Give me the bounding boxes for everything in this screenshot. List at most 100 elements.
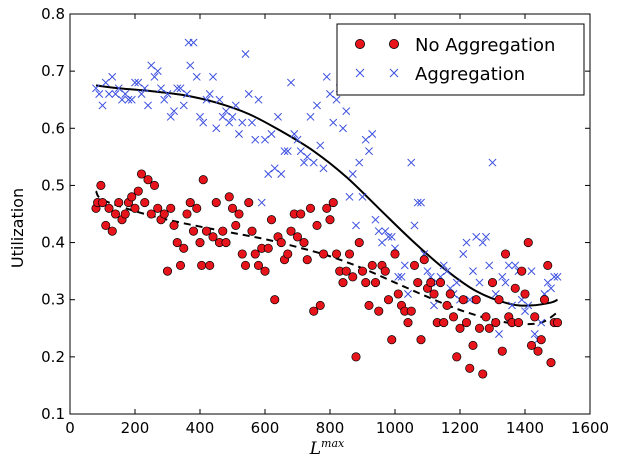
no-aggregation-point [348, 272, 358, 282]
aggregation-point [170, 107, 178, 116]
aggregation-point [430, 301, 438, 310]
aggregation-point [267, 130, 276, 138]
aggregation-point [348, 170, 357, 178]
aggregation-point [244, 90, 253, 98]
aggregation-point [407, 158, 416, 167]
aggregation-point [381, 227, 390, 236]
plot-area [91, 38, 563, 379]
x-axis-label-superscript: max [321, 437, 345, 450]
legend-marker-aggregation-1 [355, 68, 365, 78]
x-tick-label: 1200 [441, 419, 479, 437]
aggregation-point [257, 198, 266, 207]
aggregation-point [439, 261, 448, 270]
no-aggregation-point [510, 283, 520, 293]
no-aggregation-point [266, 215, 277, 225]
no-aggregation-point [383, 295, 394, 305]
no-aggregation-point [221, 238, 231, 248]
no-aggregation-point [208, 232, 218, 242]
aggregation-point [332, 95, 341, 104]
aggregation-point [329, 118, 338, 127]
aggregation-point [352, 221, 360, 230]
aggregation-point [199, 118, 208, 127]
aggregation-point [280, 147, 289, 156]
aggregation-point [423, 267, 432, 276]
no-aggregation-point [533, 346, 543, 356]
x-tick-label: 0 [65, 419, 75, 437]
aggregation-point [140, 84, 149, 93]
aggregation-point [222, 107, 230, 116]
no-aggregation-point [224, 192, 234, 202]
aggregation-point [205, 90, 214, 98]
x-tick-label: 400 [186, 419, 215, 437]
aggregation-point [322, 72, 331, 81]
aggregation-point [488, 158, 497, 167]
aggregation-point [371, 215, 380, 224]
aggregation-point [105, 90, 113, 98]
aggregation-point [378, 238, 386, 247]
no-aggregation-point [146, 209, 156, 219]
aggregation-point [504, 261, 513, 270]
aggregation-point [196, 112, 204, 121]
no-aggregation-point [442, 300, 452, 310]
aggregation-point [241, 50, 250, 58]
aggregation-point [316, 141, 325, 150]
no-aggregation-point [127, 192, 137, 202]
aggregation-point [413, 198, 422, 207]
aggregation-point [225, 118, 234, 127]
no-aggregation-point [325, 215, 335, 225]
aggregation-point [283, 147, 292, 156]
aggregation-point [543, 278, 552, 287]
aggregation-point [368, 130, 377, 138]
aggregation-point [264, 170, 273, 178]
no-aggregation-point [351, 352, 361, 362]
legend-marker-no-aggregation-1 [354, 39, 365, 50]
aggregation-point [387, 232, 396, 241]
no-aggregation-point [341, 266, 351, 276]
no-aggregation-point [162, 266, 173, 276]
no-aggregation-point [494, 295, 504, 305]
no-aggregation-point [393, 289, 403, 299]
no-aggregation-point [286, 226, 296, 236]
aggregation-point [306, 112, 315, 121]
aggregation-point [547, 284, 555, 293]
aggregation-point [238, 118, 247, 127]
aggregation-point [231, 101, 240, 110]
aggregation-point [482, 232, 490, 241]
no-aggregation-point [211, 198, 221, 208]
x-axis-label-main: L [309, 439, 321, 459]
no-aggregation-point [543, 260, 553, 270]
no-aggregation-point [198, 175, 208, 185]
no-aggregation-point [120, 209, 130, 219]
aggregation-point [186, 61, 195, 70]
aggregation-point [179, 101, 188, 110]
aggregation-point [345, 192, 354, 201]
fit-lines [95, 84, 559, 326]
aggregation-point [475, 278, 484, 287]
no-aggregation-point [260, 266, 270, 276]
aggregation-point [469, 267, 477, 276]
x-tick-label: 600 [251, 419, 280, 437]
no-aggregation-point [468, 340, 478, 350]
no-aggregation-point [322, 203, 332, 213]
no-aggregation-point [185, 198, 195, 208]
aggregation-point [521, 307, 529, 316]
no-aggregation-point [166, 203, 176, 213]
data-points [91, 38, 563, 379]
no-aggregation-point [552, 318, 563, 328]
aggregation-point [254, 95, 263, 104]
no-aggregation-point [344, 249, 355, 259]
aggregation-point [384, 232, 393, 241]
no-aggregation-point [240, 260, 251, 270]
aggregation-point [124, 95, 133, 104]
legend-label-no-aggregation: No Aggregation [415, 35, 555, 56]
y-tick-label: 0.3 [41, 291, 65, 309]
no-aggregation-fit-line [95, 190, 559, 326]
no-aggregation-point [292, 232, 303, 242]
no-aggregation-point [361, 278, 371, 288]
no-aggregation-point [328, 198, 338, 208]
aggregation-point [166, 112, 175, 121]
no-aggregation-point [149, 180, 160, 190]
aggregation-point [553, 272, 562, 281]
no-aggregation-point [536, 335, 546, 345]
